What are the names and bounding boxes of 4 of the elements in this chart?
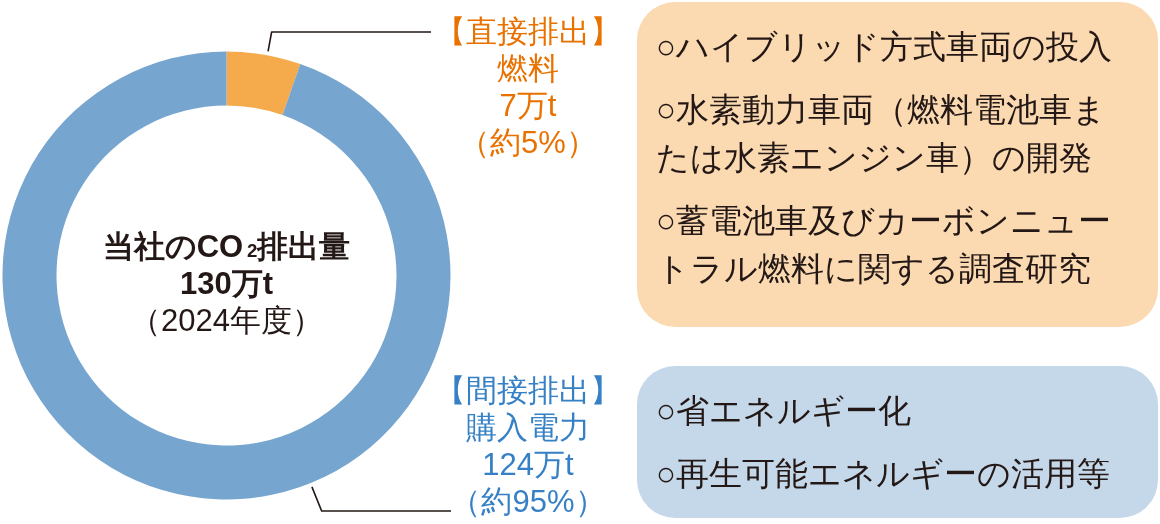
annotation: （2024年度） <box>130 302 323 338</box>
annotation: （約5%） <box>459 124 597 160</box>
subtitle: 130万t <box>180 265 273 301</box>
annotation: （約95%） <box>450 483 606 519</box>
